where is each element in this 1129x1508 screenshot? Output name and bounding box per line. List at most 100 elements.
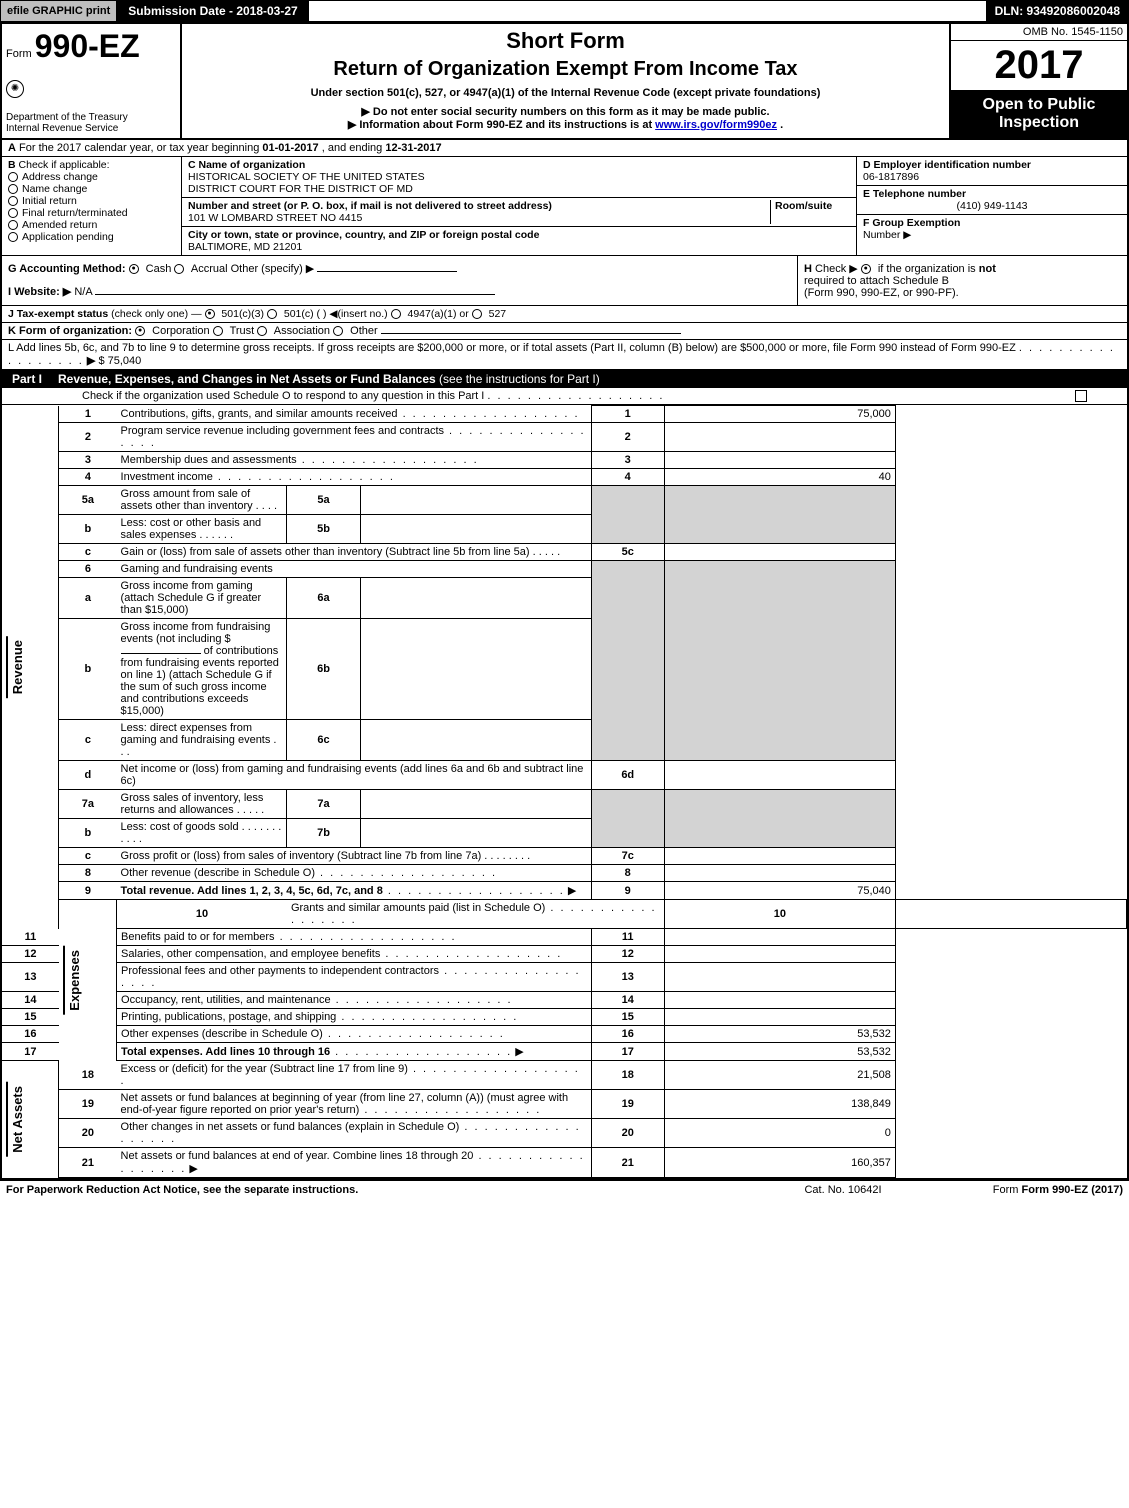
line-14-sn: 14	[591, 992, 664, 1009]
group-exemption-label: F Group Exemption	[863, 217, 960, 229]
initial-return-checkbox[interactable]	[8, 196, 18, 206]
line-5ab-shade	[591, 486, 664, 544]
line-6b-blank[interactable]	[121, 653, 201, 654]
4947-checkbox[interactable]	[391, 309, 401, 319]
line-10-row: Expenses 10 Grants and similar amounts p…	[2, 900, 1127, 929]
line-11-row: 11 Benefits paid to or for members 11	[2, 929, 1127, 946]
line-3-sn: 3	[591, 452, 664, 469]
line-19-num: 19	[59, 1090, 117, 1119]
527-label: 527	[489, 308, 507, 320]
row-h-text3: required to attach Schedule B	[804, 275, 949, 287]
line-7c-row: c Gross profit or (loss) from sales of i…	[2, 848, 1127, 865]
pra-notice: For Paperwork Reduction Act Notice, see …	[6, 1184, 743, 1196]
city-label: City or town, state or province, country…	[188, 229, 850, 241]
other-org-checkbox[interactable]	[333, 326, 343, 336]
revenue-vlabel: Revenue	[6, 636, 27, 698]
line-1-desc: Contributions, gifts, grants, and simila…	[121, 408, 398, 420]
cash-checkbox[interactable]	[129, 264, 139, 274]
line-12-amount	[664, 946, 895, 963]
line-14-row: 14 Occupancy, rent, utilities, and maint…	[2, 992, 1127, 1009]
trust-checkbox[interactable]	[213, 326, 223, 336]
row-j-tax-status: J Tax-exempt status (check only one) — 5…	[2, 306, 1127, 323]
address-change-label: Address change	[22, 171, 98, 183]
line-5c-sn: 5c	[591, 544, 664, 561]
line-3-row: 3 Membership dues and assessments 3	[2, 452, 1127, 469]
line-21-amount: 160,357	[664, 1148, 895, 1178]
501c-checkbox[interactable]	[267, 309, 277, 319]
line-6a-row: a Gross income from gaming (attach Sched…	[2, 578, 1127, 619]
row-gh: G Accounting Method: Cash Accrual Other …	[2, 256, 1127, 306]
website-label: I Website: ▶	[8, 286, 71, 298]
line-6c-num: c	[59, 720, 117, 761]
amended-return-checkbox[interactable]	[8, 220, 18, 230]
line-17-desc: Total expenses. Add lines 10 through 16	[121, 1046, 330, 1058]
check-if-label: Check if applicable:	[19, 159, 110, 171]
line-21-desc: Net assets or fund balances at end of ye…	[121, 1150, 474, 1162]
line-2-num: 2	[59, 423, 117, 452]
line-19-row: 19 Net assets or fund balances at beginn…	[2, 1090, 1127, 1119]
line-8-desc: Other revenue (describe in Schedule O)	[121, 867, 315, 879]
line-15-sn: 15	[591, 1009, 664, 1026]
line-18-amount: 21,508	[664, 1061, 895, 1090]
expenses-vlabel: Expenses	[63, 946, 84, 1015]
line-6c-desc: Less: direct expenses from gaming and fu…	[121, 722, 271, 746]
line-13-desc: Professional fees and other payments to …	[121, 965, 439, 977]
part-1-paren: (see the instructions for Part I)	[439, 372, 600, 386]
tax-year: 2017	[951, 41, 1127, 90]
line-1-num: 1	[59, 406, 117, 423]
schedule-b-checkbox[interactable]	[861, 264, 871, 274]
other-method-input[interactable]	[317, 271, 457, 272]
line-6d-sn: 6d	[591, 761, 664, 790]
application-pending-label: Application pending	[22, 231, 114, 243]
line-6-shade	[591, 561, 664, 761]
row-a-text1: For the 2017 calendar year, or tax year …	[19, 142, 262, 154]
column-b-checkboxes: B Check if applicable: Address change Na…	[2, 157, 182, 255]
line-3-num: 3	[59, 452, 117, 469]
directive-1: ▶ Do not enter social security numbers o…	[361, 105, 769, 118]
part-1-title: Revenue, Expenses, and Changes in Net As…	[58, 372, 436, 386]
part-1-sub-text: Check if the organization used Schedule …	[82, 390, 484, 402]
line-6a-sn: 6a	[287, 578, 360, 619]
line-15-row: 15 Printing, publications, postage, and …	[2, 1009, 1127, 1026]
name-change-checkbox[interactable]	[8, 184, 18, 194]
line-7a-subamt	[360, 790, 591, 819]
omb-number: OMB No. 1545-1150	[951, 24, 1127, 41]
line-6b-sn: 6b	[287, 619, 360, 720]
other-org-label: Other	[350, 325, 378, 337]
line-6d-num: d	[59, 761, 117, 790]
efile-print-button[interactable]: efile GRAPHIC print	[0, 0, 117, 22]
line-13-amount	[664, 963, 895, 992]
other-org-input[interactable]	[381, 333, 681, 334]
accrual-checkbox[interactable]	[174, 264, 184, 274]
application-pending-checkbox[interactable]	[8, 232, 18, 242]
line-16-sn: 16	[591, 1026, 664, 1043]
line-1-sn: 1	[591, 406, 664, 423]
501c3-checkbox[interactable]	[205, 309, 215, 319]
line-16-amount: 53,532	[664, 1026, 895, 1043]
line-6d-desc: Net income or (loss) from gaming and fun…	[117, 761, 592, 790]
line-6c-sn: 6c	[287, 720, 360, 761]
irs-form-link[interactable]: www.irs.gov/form990ez	[655, 119, 777, 131]
row-l-text: L Add lines 5b, 6c, and 7b to line 9 to …	[8, 342, 1016, 354]
527-checkbox[interactable]	[472, 309, 482, 319]
org-form-label: K Form of organization:	[8, 325, 132, 337]
line-15-desc: Printing, publications, postage, and shi…	[121, 1011, 336, 1023]
row-h-text4: (Form 990, 990-EZ, or 990-PF).	[804, 287, 959, 299]
line-6-num: 6	[59, 561, 117, 578]
corporation-checkbox[interactable]	[135, 326, 145, 336]
address-change-checkbox[interactable]	[8, 172, 18, 182]
line-5b-num: b	[59, 515, 117, 544]
line-6a-desc: Gross income from gaming (attach Schedul…	[121, 580, 262, 616]
line-4-desc: Investment income	[121, 471, 213, 483]
column-c-org-info: C Name of organization HISTORICAL SOCIET…	[182, 157, 857, 255]
schedule-o-checkbox[interactable]	[1075, 390, 1087, 402]
line-1-amount: 75,000	[664, 406, 895, 423]
line-20-desc: Other changes in net assets or fund bala…	[121, 1121, 460, 1133]
tax-year-begin: 01-01-2017	[262, 142, 318, 154]
final-return-checkbox[interactable]	[8, 208, 18, 218]
tax-status-label: J Tax-exempt status	[8, 308, 108, 320]
form-prefix: Form	[6, 48, 32, 60]
org-name-line1: HISTORICAL SOCIETY OF THE UNITED STATES	[188, 171, 850, 183]
irs-seal-icon: ✺	[6, 80, 24, 98]
association-checkbox[interactable]	[257, 326, 267, 336]
